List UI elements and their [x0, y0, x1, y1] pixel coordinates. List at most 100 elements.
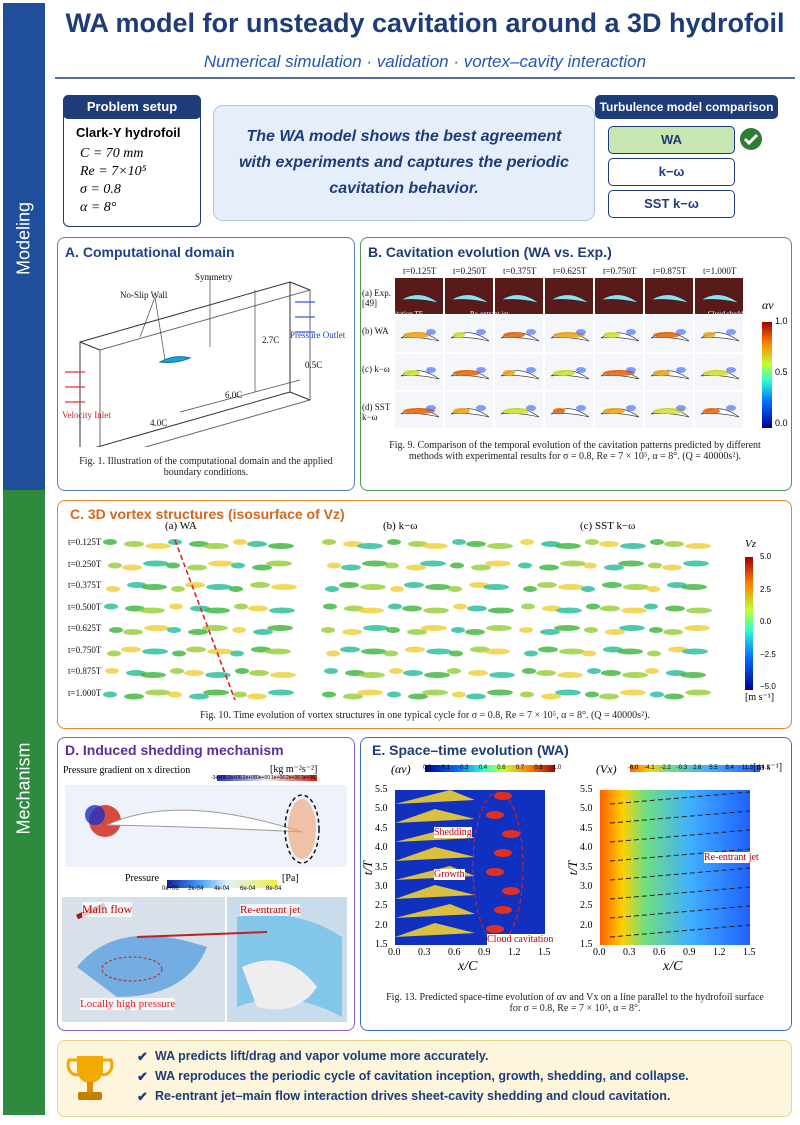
foil [700, 294, 740, 304]
row-label: (d) SST k−ω [362, 402, 391, 422]
colorbar-tick: 0.0 [760, 617, 772, 626]
vortex [448, 586, 462, 592]
plot-label: (αv) [391, 762, 411, 776]
cavity [576, 405, 586, 411]
vortex [322, 691, 336, 698]
y-tick-label: 2.0 [375, 919, 388, 931]
space-time-plots [395, 765, 760, 945]
cavity [603, 408, 625, 414]
colorbar-tick: 6e-04 [240, 886, 256, 892]
vortex [488, 607, 514, 614]
x-tick-label: 0.3 [418, 947, 431, 958]
vortex [663, 629, 683, 635]
row-label: (b) WA [362, 326, 389, 336]
cloud [502, 887, 520, 895]
vortex [143, 560, 169, 567]
vortex [681, 584, 707, 590]
cavity [553, 370, 575, 376]
vortex [451, 627, 465, 633]
y-tick-label: 5.5 [580, 784, 593, 795]
vortex [601, 670, 621, 676]
vortex [583, 562, 597, 569]
vortex [645, 668, 659, 674]
vortex [188, 629, 208, 635]
vortex [172, 650, 186, 657]
time-label: t=1.000T [703, 266, 737, 276]
summary-item: WA predicts lift/drag and vapor volume m… [155, 1049, 489, 1063]
cavity [476, 329, 486, 335]
vortex [424, 672, 450, 678]
vortex [541, 693, 561, 700]
image-label: Locally high pressure [80, 998, 176, 1010]
cavity [726, 329, 736, 335]
y-tick-label: 3.0 [375, 880, 388, 892]
summary-item: WA reproduces the periodic cycle of cavi… [155, 1069, 689, 1083]
plot-area [600, 790, 750, 945]
vortex [484, 648, 510, 655]
vortex [650, 691, 664, 698]
vortex [268, 543, 294, 549]
colorbar [425, 765, 555, 772]
vortex [122, 564, 142, 571]
vortex [650, 539, 664, 545]
cavity [576, 367, 586, 373]
x-tick-label: 1.2 [508, 947, 521, 958]
cavity [526, 405, 536, 411]
x-tick-label: 1.2 [713, 947, 726, 958]
vortex [519, 627, 533, 633]
image-label: Sheet cavitation TE [368, 310, 424, 318]
vortex [233, 691, 247, 698]
vortex [232, 627, 246, 633]
image-label: Cloud shedding [708, 310, 753, 318]
cavity [553, 408, 565, 414]
image-label: Main flow [366, 280, 396, 288]
cavity [526, 329, 536, 335]
param: Re = 7×10⁵ [80, 164, 147, 179]
vortex [206, 584, 232, 590]
vortex [524, 650, 538, 657]
vortex [521, 603, 535, 610]
vortex [123, 629, 143, 635]
vortex [207, 648, 233, 655]
colorbar-tick: 4e-04 [214, 886, 230, 892]
colorbar [745, 557, 753, 690]
cavity-band [395, 809, 475, 823]
colorbar-tick: -2e+06 [226, 775, 242, 781]
image-label: Main flow [82, 902, 133, 917]
x-tick-label: 1.5 [538, 947, 551, 958]
domain-label: 4.0C [150, 418, 168, 428]
vortex [585, 539, 599, 545]
vortex [357, 543, 383, 549]
image-label: Re-entrant jet [240, 904, 301, 916]
x-tick-label: 0.0 [593, 947, 606, 958]
y-tick-label: 4.5 [580, 822, 593, 834]
vortex [483, 584, 509, 590]
colorbar-label: Vz [745, 538, 756, 550]
vortex [680, 672, 706, 678]
colorbar-tick: 1e+06 [271, 775, 286, 781]
cloud [486, 925, 504, 933]
vortex [124, 541, 144, 547]
cavity [676, 367, 686, 373]
cloud [486, 868, 504, 876]
cavity [676, 405, 686, 411]
vortex [422, 543, 448, 549]
summary-box [57, 1040, 792, 1117]
vortex [142, 648, 168, 655]
vortex [249, 670, 269, 676]
check-mark: ✔ [137, 1049, 148, 1064]
vortex [247, 693, 267, 700]
vortex [558, 584, 584, 590]
colorbar-tick: -2.2 [660, 765, 671, 771]
vortex [486, 625, 512, 631]
cavity [453, 370, 480, 376]
cavity [576, 329, 586, 335]
vortex [403, 670, 423, 676]
vortex [489, 672, 515, 678]
panel-title: A. Computational domain [65, 244, 235, 260]
vortex [231, 562, 245, 569]
cavity [503, 370, 515, 376]
vortex [423, 607, 449, 614]
model-option: k−ω [608, 158, 735, 186]
vortex [447, 668, 461, 674]
